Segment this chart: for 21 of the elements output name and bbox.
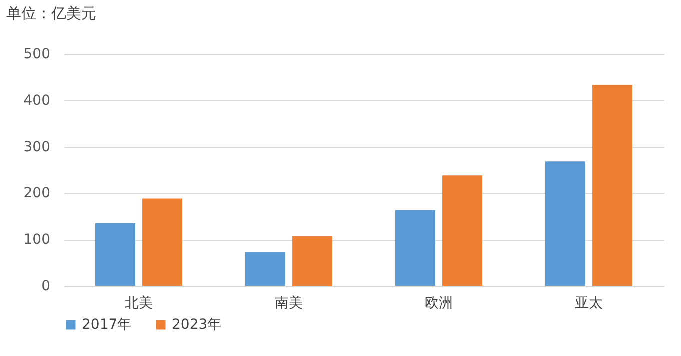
x-tick-label: 南美 bbox=[275, 296, 303, 312]
y-tick-label: 300 bbox=[24, 139, 50, 156]
bar bbox=[246, 252, 286, 286]
x-tick-label: 北美 bbox=[125, 296, 153, 312]
y-tick-label: 400 bbox=[24, 92, 50, 109]
y-tick-label: 0 bbox=[42, 278, 50, 294]
legend-label: 2023年 bbox=[172, 317, 222, 333]
legend-label: 2017年 bbox=[82, 317, 132, 333]
x-tick-label: 亚太 bbox=[575, 296, 603, 312]
bar bbox=[396, 210, 436, 286]
bar bbox=[292, 236, 332, 286]
x-tick-label: 欧洲 bbox=[425, 296, 453, 312]
bar bbox=[442, 176, 482, 286]
bar bbox=[142, 198, 182, 286]
bar bbox=[546, 162, 586, 286]
y-axis-title: 单位：亿美元 bbox=[6, 4, 96, 22]
y-tick-label: 200 bbox=[24, 186, 50, 202]
bar bbox=[96, 223, 136, 286]
y-tick-label: 500 bbox=[24, 46, 50, 62]
y-tick-label: 100 bbox=[24, 232, 50, 248]
bar bbox=[592, 85, 632, 286]
